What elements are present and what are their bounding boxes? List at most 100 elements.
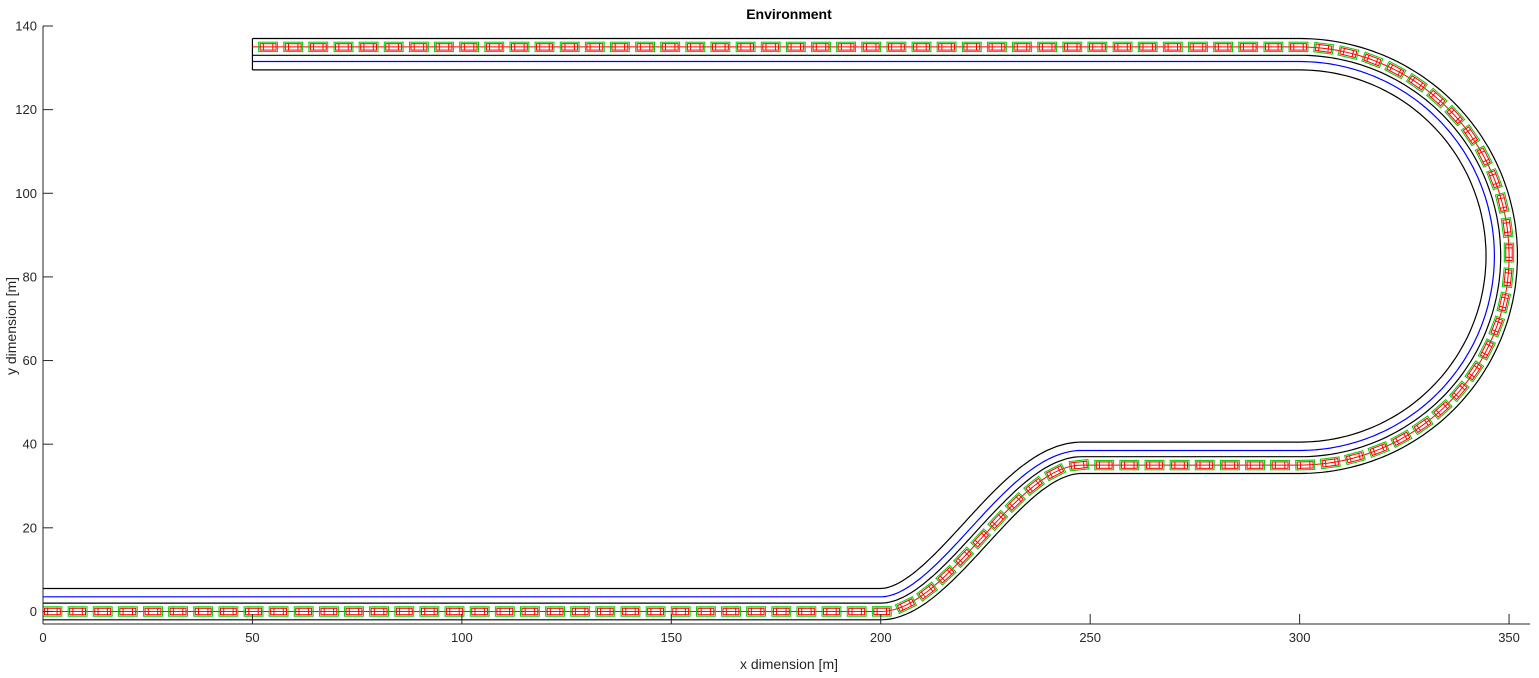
vehicle-axle-front bbox=[963, 550, 970, 557]
vehicle-box bbox=[710, 41, 731, 53]
vehicle-axle-rear bbox=[1327, 45, 1330, 53]
vehicle-body-outline bbox=[1337, 45, 1360, 60]
vehicle-axle-rear bbox=[1481, 351, 1489, 356]
road-edge-line-0 bbox=[43, 37, 1518, 621]
vehicle-footprint bbox=[611, 43, 629, 51]
vehicle-body-outline bbox=[1501, 267, 1515, 289]
vehicle-body-outline bbox=[534, 41, 555, 53]
vehicle-box bbox=[1169, 459, 1190, 471]
vehicle-footprint bbox=[737, 43, 755, 51]
vehicle-box bbox=[811, 41, 831, 53]
vehicle-axle-rear bbox=[1073, 461, 1076, 470]
vehicle-box bbox=[333, 41, 354, 53]
vehicle-body-outline bbox=[871, 606, 892, 617]
vehicle-body-outline bbox=[1137, 41, 1158, 53]
vehicle-axle-rear bbox=[991, 521, 998, 527]
vehicle-box bbox=[970, 528, 992, 550]
vehicle-box bbox=[1238, 41, 1259, 53]
vehicle-body-outline bbox=[760, 41, 781, 53]
vehicle-body-outline bbox=[1503, 242, 1515, 263]
vehicle-footprint bbox=[711, 43, 729, 51]
vehicle-box bbox=[545, 606, 566, 617]
vehicle-body-outline bbox=[595, 606, 616, 617]
vehicle-body-outline bbox=[1426, 87, 1448, 109]
vehicle-body-outline bbox=[609, 41, 630, 53]
vehicle-body-outline bbox=[695, 606, 716, 617]
vehicle-box bbox=[987, 509, 1009, 532]
x-tick-label: 150 bbox=[660, 630, 682, 645]
vehicle-footprint bbox=[1070, 460, 1088, 470]
vehicle-body-outline bbox=[1270, 459, 1291, 471]
vehicle-footprint bbox=[1505, 244, 1513, 262]
vehicle-footprint bbox=[1498, 293, 1510, 312]
vehicle-axle-rear bbox=[1499, 206, 1508, 209]
vehicle-footprint bbox=[335, 43, 352, 51]
vehicle-axle-front bbox=[1410, 76, 1416, 84]
vehicle-body-outline bbox=[1213, 41, 1234, 53]
vehicle-body-outline bbox=[1405, 72, 1429, 93]
vehicle-footprint bbox=[873, 607, 891, 616]
vehicle-axle-rear bbox=[1008, 502, 1015, 509]
vehicle-footprint bbox=[119, 607, 137, 616]
vehicle-axle-front bbox=[1485, 343, 1493, 348]
vehicle-box bbox=[1043, 463, 1067, 482]
vehicle-footprint bbox=[586, 43, 604, 51]
vehicle-body-outline bbox=[469, 606, 490, 617]
vehicle-footprint bbox=[309, 43, 327, 51]
y-tick-label: 20 bbox=[23, 520, 37, 535]
vehicle-box bbox=[444, 606, 465, 617]
vehicle-axle-front bbox=[1423, 419, 1429, 426]
vehicle-axle-front bbox=[1502, 221, 1511, 224]
vehicle-body-outline bbox=[318, 606, 339, 617]
vehicle-axle-front bbox=[1015, 496, 1022, 503]
vehicle-axle-front bbox=[928, 585, 934, 593]
vehicle-body-outline bbox=[911, 41, 932, 53]
vehicle-axle-front bbox=[1478, 150, 1486, 155]
vehicle-footprint bbox=[1487, 170, 1501, 189]
vehicle-box bbox=[1488, 315, 1506, 338]
vehicle-box bbox=[1405, 72, 1429, 93]
vehicle-body-outline bbox=[143, 606, 163, 617]
vehicle-box bbox=[1194, 459, 1215, 471]
vehicle-footprint bbox=[963, 43, 981, 51]
vehicle-axle-front bbox=[1035, 479, 1041, 487]
vehicle-box bbox=[936, 41, 957, 53]
y-tick-label: 80 bbox=[23, 269, 37, 284]
vehicle-footprint bbox=[1296, 461, 1314, 469]
vehicle-body-outline bbox=[358, 41, 379, 53]
vehicle-body-outline bbox=[484, 41, 505, 53]
chart-title: Environment bbox=[746, 6, 832, 22]
x-axis-label: x dimension [m] bbox=[740, 656, 838, 672]
vehicle-body-outline bbox=[67, 606, 88, 617]
vehicle-box bbox=[408, 41, 429, 53]
vehicle-axle-rear bbox=[1491, 329, 1499, 333]
vehicle-body-outline bbox=[1144, 459, 1165, 471]
vehicle-body-outline bbox=[283, 41, 304, 53]
vehicle-footprint bbox=[955, 548, 973, 566]
vehicle-body-outline bbox=[1219, 459, 1240, 471]
vehicle-footprint bbox=[1006, 493, 1024, 512]
vehicle-box bbox=[1087, 41, 1108, 53]
vehicle-footprint bbox=[686, 43, 704, 51]
vehicle-footprint bbox=[561, 43, 579, 51]
vehicle-axle-rear bbox=[1027, 485, 1034, 493]
vehicle-footprint bbox=[1496, 193, 1508, 213]
vehicle-box bbox=[584, 41, 605, 53]
x-tick-label: 300 bbox=[1289, 630, 1311, 645]
vehicle-body-outline bbox=[1496, 291, 1512, 314]
vehicle-box bbox=[986, 41, 1007, 53]
vehicle-body-outline bbox=[1023, 475, 1046, 497]
vehicle-body-outline bbox=[1194, 459, 1215, 471]
vehicle-footprint bbox=[1095, 461, 1113, 469]
vehicle-box bbox=[916, 581, 939, 602]
vehicle-body-outline bbox=[961, 41, 982, 53]
vehicle-footprint bbox=[762, 43, 780, 51]
x-tick-label: 350 bbox=[1498, 630, 1520, 645]
vehicle-axle-front bbox=[1501, 296, 1509, 300]
vehicle-axle-front bbox=[1082, 460, 1085, 469]
vehicle-body-outline bbox=[936, 41, 957, 53]
vehicle-body-outline bbox=[570, 606, 591, 617]
vehicle-box bbox=[1144, 459, 1165, 471]
vehicle-box bbox=[1188, 41, 1208, 53]
vehicle-body-outline bbox=[444, 606, 465, 617]
